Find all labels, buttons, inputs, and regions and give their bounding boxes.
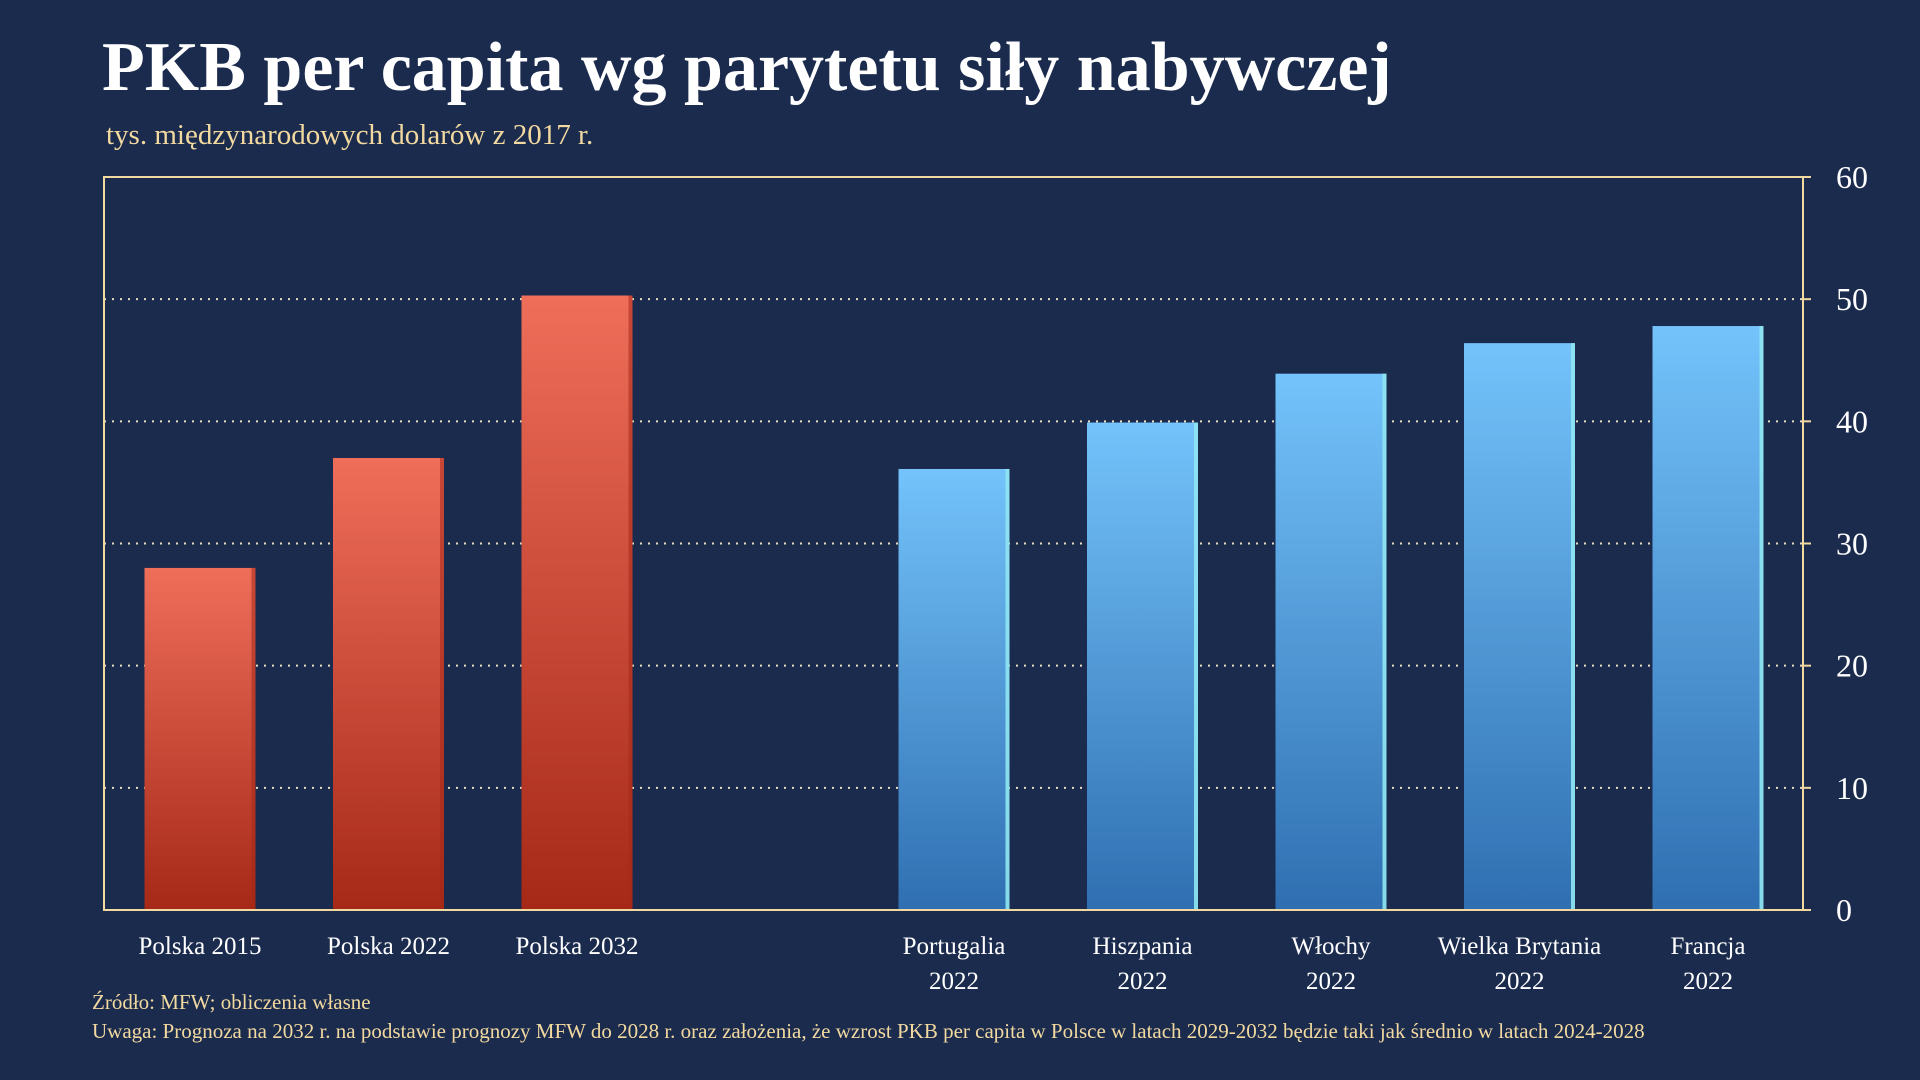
bar-3 xyxy=(521,295,633,910)
y-tick-label: 10 xyxy=(1836,770,1868,806)
bar-6 xyxy=(1275,373,1387,910)
methodology-note: Uwaga: Prognoza na 2032 r. na podstawie … xyxy=(92,1019,1645,1043)
source-note: Źródło: MFW; obliczenia własne xyxy=(92,990,371,1014)
x-category-label: 2022 xyxy=(1495,968,1545,995)
bar-fill xyxy=(1087,422,1198,910)
x-category-label: Wielka Brytania xyxy=(1438,933,1602,960)
x-category-label: Hiszpania xyxy=(1093,933,1193,960)
bar-1 xyxy=(144,567,256,910)
bar-4 xyxy=(898,468,1010,910)
bar-edge xyxy=(1759,326,1764,910)
bar-fill xyxy=(521,295,633,910)
y-tick-label: 30 xyxy=(1836,526,1868,562)
x-category-label: Polska 2015 xyxy=(139,933,262,960)
x-category-label: Polska 2022 xyxy=(327,933,450,960)
bar-5 xyxy=(1087,422,1198,910)
bar-fill xyxy=(898,468,1010,910)
bar-fill xyxy=(1464,343,1575,910)
x-category-label: Portugalia xyxy=(903,933,1006,960)
y-tick-label: 60 xyxy=(1836,159,1868,195)
y-axis-ticks: 0 10 20 30 40 50 60 xyxy=(1803,159,1868,928)
x-category-label: Włochy xyxy=(1291,933,1371,960)
x-category-label: 2022 xyxy=(1118,968,1168,995)
bar-edge xyxy=(251,567,256,910)
bar-edge xyxy=(1194,422,1198,910)
y-tick-label: 0 xyxy=(1836,892,1852,928)
bar-fill xyxy=(333,457,444,910)
bars xyxy=(144,295,1764,910)
bar-edge xyxy=(1571,343,1575,910)
bar-fill xyxy=(144,567,256,910)
x-category-label: Polska 2032 xyxy=(516,933,639,960)
bar-fill xyxy=(1652,326,1764,910)
bar-fill xyxy=(1275,373,1387,910)
x-category-label: 2022 xyxy=(929,968,979,995)
bar-2 xyxy=(333,457,444,910)
chart-subtitle: tys. międzynarodowych dolarów z 2017 r. xyxy=(106,119,594,151)
chart-title: PKB per capita wg parytetu siły nabywcze… xyxy=(102,29,1392,106)
x-axis-labels: Polska 2015 Polska 2022 Polska 2032 Portuga… xyxy=(139,933,1746,995)
y-tick-label: 50 xyxy=(1836,281,1868,317)
x-category-label: Francja xyxy=(1671,933,1746,960)
bar-7 xyxy=(1464,343,1575,910)
bar-edge xyxy=(1382,373,1387,910)
y-tick-label: 40 xyxy=(1836,403,1868,439)
bar-edge xyxy=(440,457,444,910)
y-tick-label: 20 xyxy=(1836,648,1868,684)
bar-edge xyxy=(628,295,633,910)
bar-8 xyxy=(1652,326,1764,910)
x-category-label: 2022 xyxy=(1683,968,1733,995)
bar-edge xyxy=(1005,468,1010,910)
x-category-label: 2022 xyxy=(1306,968,1356,995)
